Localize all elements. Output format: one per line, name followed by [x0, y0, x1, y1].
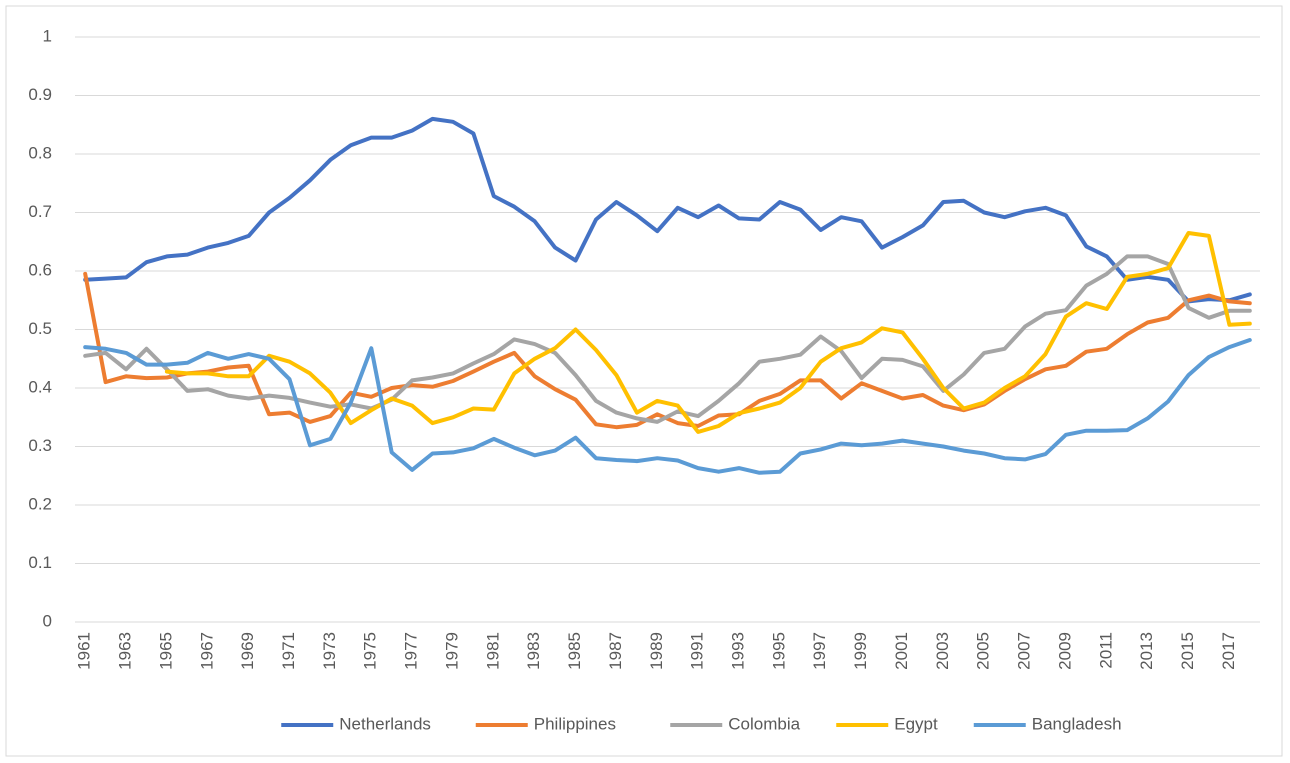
x-tick-label: 1977: [402, 632, 421, 670]
x-tick-label: 1989: [647, 632, 666, 670]
x-tick-label: 1971: [279, 632, 298, 670]
x-tick-label: 1961: [75, 632, 94, 670]
y-tick-label: 0.4: [28, 377, 52, 396]
x-tick-label: 1995: [769, 632, 788, 670]
y-tick-label: 0.5: [28, 319, 52, 338]
x-tick-label: 1999: [851, 632, 870, 670]
x-tick-label: 1997: [810, 632, 829, 670]
x-tick-label: 1973: [320, 632, 339, 670]
x-tick-label: 1967: [197, 632, 216, 670]
x-tick-label: 2011: [1096, 632, 1115, 669]
x-tick-label: 1965: [156, 632, 175, 670]
x-tick-label: 2007: [1015, 632, 1034, 670]
x-tick-label: 1983: [524, 632, 543, 670]
legend-label: Bangladesh: [1032, 714, 1122, 733]
legend-label: Egypt: [894, 714, 938, 733]
x-tick-label: 2017: [1219, 632, 1238, 670]
x-tick-label: 2013: [1137, 632, 1156, 670]
x-tick-label: 1979: [442, 632, 461, 670]
y-tick-label: 0.9: [28, 85, 52, 104]
y-tick-label: 0.8: [28, 143, 52, 162]
legend-label: Netherlands: [339, 714, 431, 733]
series-line: [83, 116, 1252, 304]
series-line: [83, 254, 1252, 424]
x-tick-label: 1987: [606, 632, 625, 670]
series-line: [164, 231, 1252, 434]
x-tick-label: 1985: [565, 632, 584, 670]
y-tick-label: 0.6: [28, 260, 52, 279]
legend-label: Philippines: [534, 714, 616, 733]
y-tick-label: 0: [43, 611, 52, 630]
x-tick-label: 2001: [892, 632, 911, 670]
legend-label: Colombia: [728, 714, 800, 733]
y-tick-label: 0.3: [28, 436, 52, 455]
x-tick-label: 2003: [933, 632, 952, 670]
y-tick-label: 1: [43, 26, 52, 45]
x-tick-label: 2009: [1055, 632, 1074, 670]
y-tick-label: 0.2: [28, 494, 52, 513]
y-tick-label: 0.7: [28, 202, 52, 221]
series-line: [83, 338, 1252, 475]
x-tick-label: 2005: [974, 632, 993, 670]
x-tick-label: 1993: [728, 632, 747, 670]
y-tick-label: 0.1: [28, 553, 52, 572]
chart-border: [5, 5, 1283, 757]
x-tick-label: 1981: [483, 632, 502, 670]
x-tick-label: 2015: [1178, 632, 1197, 670]
x-tick-label: 1969: [238, 632, 257, 670]
x-tick-label: 1975: [361, 632, 380, 670]
x-tick-label: 1963: [116, 632, 135, 670]
x-tick-label: 1991: [688, 632, 707, 670]
